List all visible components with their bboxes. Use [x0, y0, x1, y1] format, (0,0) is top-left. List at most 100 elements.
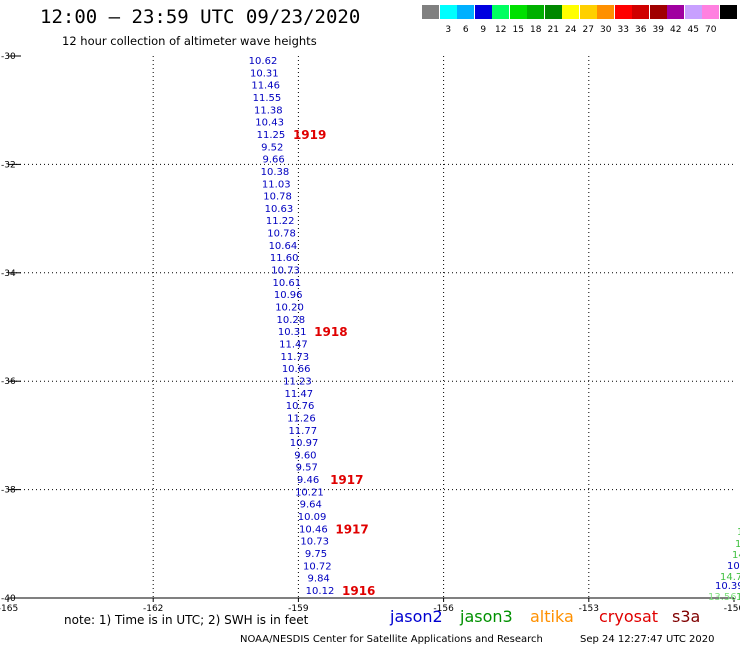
color-scale-label: 24 [565, 25, 577, 35]
color-scale-label: 21 [547, 25, 559, 35]
color-swatch [439, 5, 457, 19]
color-swatch [702, 5, 719, 19]
color-scale-label: 12 [495, 25, 507, 35]
wave-height-label: 10.43 [255, 118, 284, 129]
latitude-tick-label: -40 [1, 594, 16, 604]
wave-height-label: 10.09 [298, 512, 327, 523]
wave-height-label: 11.55 [253, 93, 282, 104]
wave-height-label: 10.28 [277, 315, 306, 326]
credit-line: NOAA/NESDIS Center for Satellite Applica… [240, 634, 543, 645]
color-swatch [684, 5, 702, 19]
color-swatch [579, 5, 597, 19]
wave-height-label: 11.03 [262, 179, 291, 190]
longitude-tick-label: -150 [724, 604, 740, 614]
longitude-tick-label: -153 [579, 604, 599, 614]
wave-height-label: 11.23 [283, 376, 312, 387]
color-scale-label: 18 [530, 25, 542, 35]
longitude-tick-label: -162 [143, 604, 163, 614]
color-scale-label: 33 [617, 25, 629, 35]
latitude-tick-label: -32 [1, 160, 16, 170]
latitude-tick-label: -36 [1, 377, 16, 387]
wave-height-label: 10.73 [271, 266, 300, 277]
wave-height-label: 10.46 [299, 524, 328, 535]
wave-height-label: 10.64 [269, 241, 298, 252]
color-swatch [632, 5, 649, 19]
wave-height-label: 10.97 [290, 438, 319, 449]
wave-height-label: 10.20 [275, 303, 304, 314]
map-axes: -165 -162 -159 -156 -153 -150 -30 -32 -34 -36 -38 -… [0, 52, 740, 614]
color-scale-label: 9 [480, 25, 487, 35]
wave-height-label: 10.78 [267, 229, 296, 240]
color-scale-label: 39 [652, 25, 664, 35]
wave-height-label: 11.46 [251, 81, 280, 92]
satellite-legend-s3a: s3a [672, 607, 701, 626]
edge-wave-height-label: 13 [735, 539, 740, 550]
color-swatch [544, 5, 562, 19]
color-swatch [527, 5, 544, 19]
edge-track: 11314.10.9814.7210.3913.561 [708, 527, 740, 603]
map-subtitle: 12 hour collection of altimeter wave hei… [62, 34, 317, 48]
wave-height-label: 10.76 [286, 401, 315, 412]
wave-height-label: 10.72 [303, 561, 332, 572]
edge-wave-height-label: 14. [732, 550, 740, 561]
color-scale-label: 36 [635, 25, 647, 35]
wave-height-label: 11.47 [279, 339, 308, 350]
wave-height-label: 10.66 [282, 364, 311, 375]
wave-height-label: 10.21 [295, 487, 324, 498]
wave-height-label: 10.62 [249, 56, 278, 67]
edge-wave-height-label: 13.56 [708, 592, 737, 603]
color-swatch [614, 5, 632, 19]
wave-height-label: 9.60 [294, 450, 316, 461]
wave-height-label: 10.96 [274, 290, 303, 301]
latitude-tick-label: -30 [1, 52, 16, 62]
wave-height-label: 11.38 [254, 105, 283, 116]
pass-labels: 1919 1918 1917 1917 1916 [293, 128, 375, 598]
color-scale-label: 6 [462, 25, 469, 35]
wave-height-label: 10.78 [263, 192, 292, 203]
satellite-legend-jason3: jason3 [460, 607, 513, 626]
wave-height-label: 11.60 [270, 253, 299, 264]
color-swatch [457, 5, 474, 19]
wave-height-label: 11.73 [280, 352, 309, 363]
wave-height-label: 10.31 [278, 327, 307, 338]
color-scale-label: 45 [687, 25, 699, 35]
jason2-track: 10.6210.3111.4611.5511.3810.4311.259.529… [249, 56, 335, 597]
color-swatch [509, 5, 527, 19]
latitude-tick-label: -34 [1, 269, 16, 279]
color-swatch [597, 5, 614, 19]
pass-number-label: 1916 [342, 584, 375, 598]
wave-height-label: 11.77 [288, 426, 317, 437]
wave-height-label: 10.31 [250, 68, 279, 79]
units-note: note: 1) Time is in UTC; 2) SWH is in fe… [64, 613, 309, 627]
satellite-legend-altika: altika [530, 607, 574, 626]
color-scale-label: 42 [670, 25, 682, 35]
pass-number-label: 1918 [314, 325, 347, 339]
color-swatch [562, 5, 579, 19]
color-swatch [474, 5, 492, 19]
wave-height-label: 10.61 [273, 278, 302, 289]
wave-height-label: 11.22 [266, 216, 295, 227]
color-scale-label: 27 [582, 25, 594, 35]
satellite-legend-jason2: jason2 [390, 607, 443, 626]
wave-height-label: 10.38 [261, 167, 290, 178]
wave-height-label: 9.46 [297, 475, 319, 486]
color-scale-label: 30 [600, 25, 612, 35]
wave-height-label: 10.73 [300, 537, 329, 548]
map-title: 12:00 – 23:59 UTC 09/23/2020 [40, 6, 361, 28]
color-scale-label: 3 [445, 25, 452, 35]
wave-height-label: 10.63 [265, 204, 294, 215]
wave-height-label: 9.64 [300, 500, 322, 511]
color-scale-label: 15 [512, 25, 524, 35]
color-swatch [422, 5, 439, 19]
wave-height-label: 9.84 [308, 574, 330, 585]
pass-number-label: 1919 [293, 128, 326, 142]
wave-height-label: 9.52 [261, 142, 283, 153]
wave-height-label: 11.47 [284, 389, 313, 400]
edge-wave-height-label: 14.72 [720, 572, 740, 583]
edge-wave-height-label: 1 [737, 527, 740, 538]
latitude-tick-label: -38 [1, 486, 16, 496]
pass-number-label: 1917 [330, 473, 363, 487]
color-swatch [719, 5, 737, 19]
grid-lines [8, 56, 734, 598]
